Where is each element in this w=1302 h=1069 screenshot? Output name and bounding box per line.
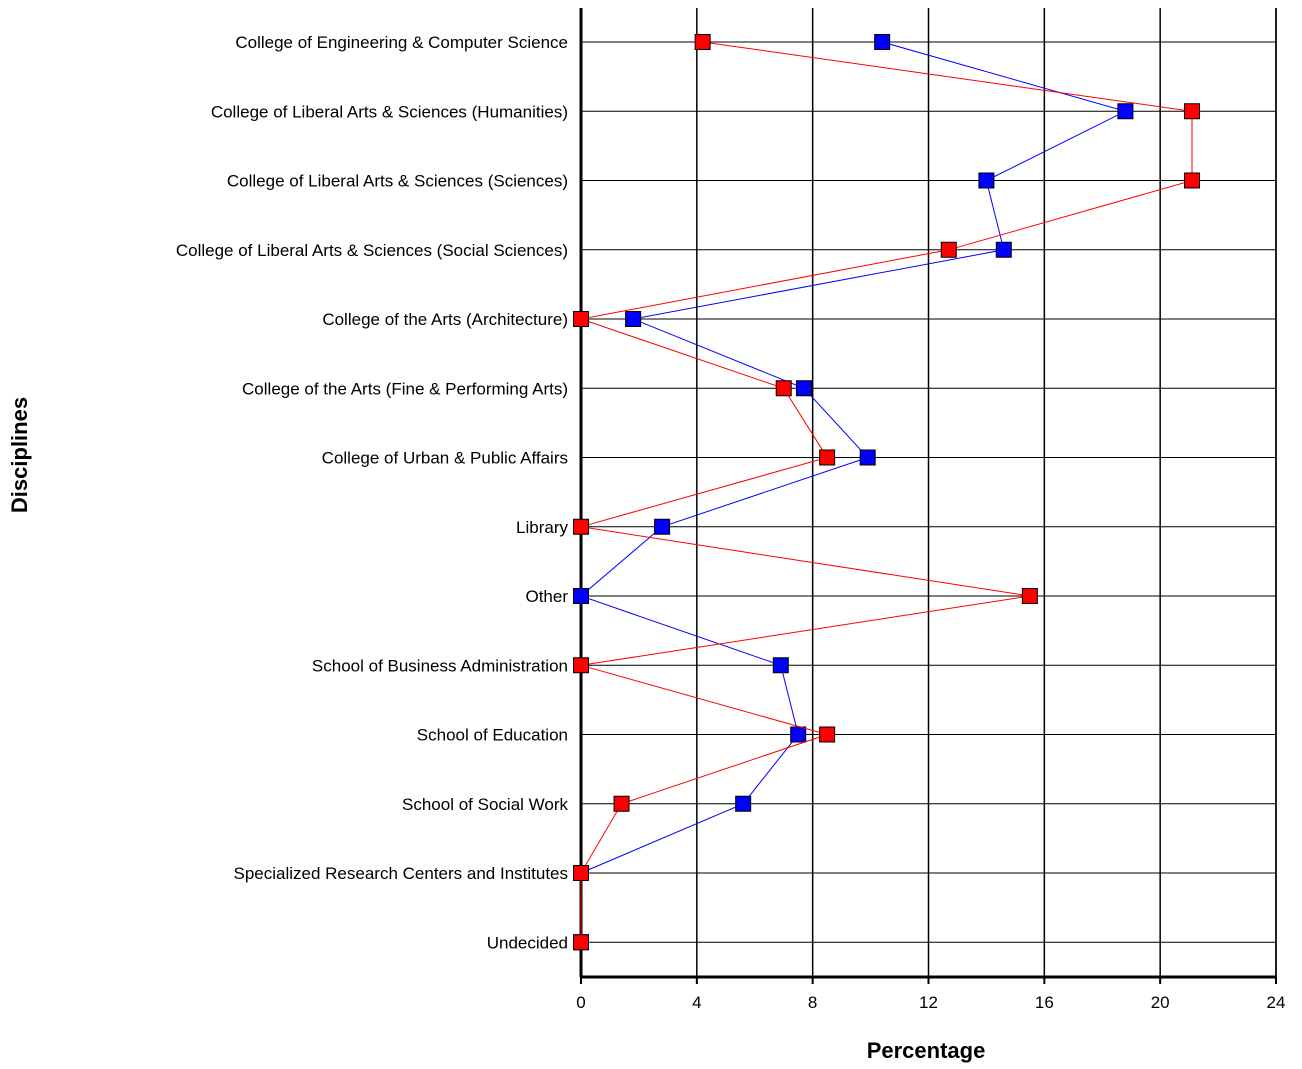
data-point-marker <box>1184 103 1201 120</box>
data-point-marker <box>859 449 876 466</box>
data-point-marker <box>772 657 789 674</box>
category-label: College of Liberal Arts & Sciences (Soci… <box>176 241 568 260</box>
category-label: Specialized Research Centers and Institu… <box>233 864 568 883</box>
series-2 <box>573 34 1201 951</box>
data-point-marker <box>819 449 836 466</box>
category-label: College of Liberal Arts & Sciences (Huma… <box>211 102 568 121</box>
x-tick-label: 16 <box>1035 993 1054 1012</box>
series-line <box>580 41 1127 943</box>
x-tick-label: 0 <box>576 993 585 1012</box>
y-axis-title: Disciplines <box>7 397 32 513</box>
x-tick-label: 4 <box>692 993 701 1012</box>
data-point-marker <box>613 795 630 812</box>
category-label: School of Education <box>417 726 568 745</box>
series-line <box>579 41 1193 943</box>
x-tick-label: 8 <box>808 993 817 1012</box>
axis-layer <box>579 8 1277 984</box>
data-point-marker <box>995 241 1012 258</box>
data-point-marker <box>790 726 807 743</box>
data-point-marker <box>625 311 642 327</box>
category-label: School of Business Administration <box>312 656 568 675</box>
category-label: School of Social Work <box>402 795 568 814</box>
series-layer <box>573 34 1201 951</box>
data-point-marker <box>1184 172 1201 189</box>
data-point-marker <box>1117 103 1134 120</box>
category-label: College of the Arts (Architecture) <box>322 310 568 329</box>
data-point-marker <box>573 657 589 674</box>
data-point-marker <box>573 311 589 327</box>
data-point-marker <box>978 172 995 189</box>
data-point-marker <box>775 380 792 397</box>
data-point-marker <box>573 865 589 881</box>
category-label: College of Engineering & Computer Scienc… <box>235 33 568 52</box>
data-point-marker <box>573 934 589 951</box>
label-layer: 0 4 8 12 16 20 24 College of Engineering & Comp… <box>176 33 1286 1012</box>
x-tick-label: 12 <box>919 993 938 1012</box>
data-point-marker <box>819 726 836 743</box>
x-tick-label: 20 <box>1151 993 1170 1012</box>
data-point-marker <box>573 518 589 535</box>
x-axis-title: Percentage <box>867 1038 986 1063</box>
data-point-marker <box>735 795 752 812</box>
category-label: College of the Arts (Fine & Performing A… <box>242 379 568 398</box>
data-point-marker <box>874 34 891 50</box>
data-point-marker <box>940 241 957 258</box>
data-point-marker <box>573 588 589 604</box>
x-tick-label: 24 <box>1267 993 1286 1012</box>
data-point-marker <box>795 380 812 397</box>
category-label: College of Urban & Public Affairs <box>322 449 568 468</box>
category-label: Other <box>525 587 568 606</box>
category-label: Library <box>516 518 568 537</box>
category-label: Undecided <box>487 933 568 952</box>
grid-layer <box>581 8 1277 977</box>
series-1 <box>573 34 1134 951</box>
data-point-marker <box>654 518 671 535</box>
category-label: College of Liberal Arts & Sciences (Scie… <box>227 172 568 191</box>
data-point-marker <box>694 34 711 50</box>
data-point-marker <box>1021 588 1038 604</box>
